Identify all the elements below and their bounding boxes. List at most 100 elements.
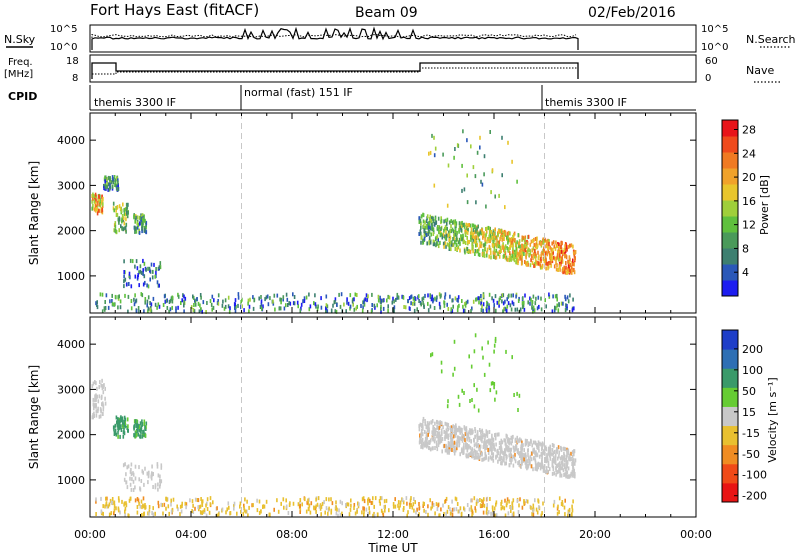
data-point [508, 255, 511, 260]
data-point [406, 501, 408, 506]
data-point [548, 242, 550, 247]
data-point [471, 428, 473, 433]
colorbar-swatch [722, 120, 738, 137]
data-point [527, 459, 529, 464]
data-point [136, 419, 138, 424]
data-point [326, 309, 329, 314]
data-point [573, 270, 576, 275]
data-point [501, 458, 503, 463]
data-point [471, 454, 473, 459]
data-point [504, 461, 506, 466]
data-point [568, 264, 570, 269]
data-point [134, 464, 137, 469]
data-point [532, 512, 535, 517]
data-point [452, 372, 454, 377]
data-point [453, 507, 455, 512]
data-point [460, 234, 462, 239]
data-point [105, 293, 108, 298]
data-point [558, 510, 560, 515]
data-point [572, 465, 574, 470]
data-point [520, 252, 523, 257]
data-point [408, 306, 411, 311]
data-point [484, 246, 486, 250]
data-point [171, 295, 174, 300]
data-point [453, 155, 455, 160]
data-point [431, 225, 434, 230]
data-point [111, 299, 113, 303]
data-point [160, 463, 163, 468]
data-point [434, 446, 436, 450]
data-point [571, 270, 573, 275]
data-point [379, 496, 382, 501]
data-point [491, 381, 494, 386]
data-point [192, 295, 195, 300]
data-point [553, 443, 555, 448]
data-point [145, 225, 147, 230]
data-point [450, 247, 452, 252]
data-point [562, 301, 564, 306]
data-point [511, 300, 514, 305]
data-point [517, 255, 519, 260]
data-point [541, 443, 544, 448]
data-point [566, 449, 568, 454]
data-point [154, 274, 156, 279]
data-point [548, 261, 550, 265]
data-point [256, 498, 258, 503]
data-point [428, 421, 431, 426]
velocity-scatter [91, 333, 577, 518]
data-point [424, 419, 426, 423]
data-point [437, 244, 440, 249]
data-point [559, 463, 562, 468]
data-point [463, 506, 465, 511]
data-point [518, 244, 520, 249]
data-point [461, 220, 463, 225]
data-point [308, 292, 310, 297]
data-point [450, 309, 452, 314]
data-point [525, 251, 528, 256]
data-point [538, 448, 540, 453]
data-point [463, 450, 465, 455]
data-point [545, 466, 548, 471]
data-point [557, 308, 560, 313]
data-point [558, 454, 560, 459]
data-point [453, 448, 455, 453]
data-point [507, 445, 510, 450]
data-point [363, 300, 365, 305]
data-point [383, 499, 386, 504]
data-point [516, 307, 519, 312]
data-point [105, 501, 108, 506]
data-point [292, 301, 295, 306]
data-point [353, 503, 356, 507]
data-point [425, 434, 428, 439]
data-point [557, 242, 559, 246]
data-point [433, 433, 435, 438]
data-point [277, 509, 280, 514]
data-point [362, 496, 365, 501]
data-point [501, 237, 504, 242]
freq-label-line1: Freq. [8, 57, 33, 68]
data-point [159, 261, 162, 266]
data-point [495, 308, 497, 313]
data-point [91, 415, 94, 420]
data-point [98, 414, 101, 419]
data-point [504, 449, 507, 454]
data-point [266, 294, 269, 299]
data-point [506, 304, 509, 309]
data-point [558, 242, 560, 247]
data-point [403, 506, 405, 510]
data-point [486, 300, 488, 305]
data-point [493, 442, 495, 447]
data-point [408, 502, 411, 507]
data-point [403, 305, 405, 309]
data-point [534, 440, 536, 445]
data-point [501, 299, 503, 304]
data-point [141, 213, 144, 218]
data-point [479, 453, 481, 458]
data-point [428, 429, 430, 434]
data-point [552, 451, 555, 456]
data-point [175, 308, 177, 313]
data-point [201, 503, 204, 507]
freq-label-line2: [MHz] [4, 69, 33, 80]
data-point [561, 255, 563, 260]
data-point [260, 302, 263, 307]
